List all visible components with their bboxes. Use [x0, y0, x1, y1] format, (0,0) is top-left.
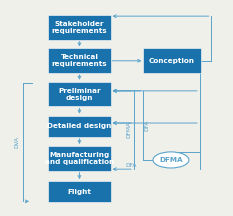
Text: Preliminar
design: Preliminar design [58, 87, 101, 101]
Text: DVA: DVA [14, 136, 19, 148]
Text: DFA: DFA [145, 119, 150, 131]
Text: DFMA: DFMA [159, 157, 183, 163]
Text: Conception: Conception [149, 58, 195, 64]
Text: DFMA: DFMA [126, 121, 131, 138]
Text: Stakeholder
requirements: Stakeholder requirements [52, 21, 107, 34]
FancyBboxPatch shape [48, 82, 111, 106]
FancyBboxPatch shape [143, 48, 201, 73]
FancyBboxPatch shape [48, 48, 111, 73]
Text: Flight: Flight [68, 189, 91, 195]
FancyBboxPatch shape [48, 15, 111, 40]
Text: Detailed design: Detailed design [47, 123, 112, 129]
FancyBboxPatch shape [48, 146, 111, 171]
FancyBboxPatch shape [48, 116, 111, 137]
Text: Technical
requirements: Technical requirements [52, 54, 107, 67]
Text: Manufacturing
and qualification: Manufacturing and qualification [45, 152, 114, 165]
Ellipse shape [153, 152, 189, 168]
Text: DFA: DFA [126, 164, 137, 168]
FancyBboxPatch shape [48, 181, 111, 202]
